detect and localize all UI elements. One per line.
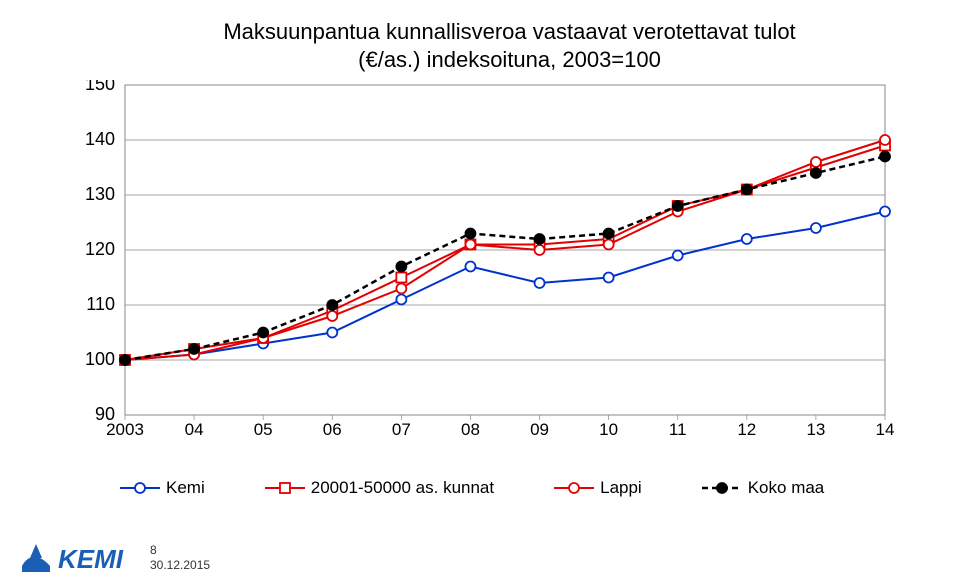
svg-text:07: 07	[392, 420, 411, 439]
svg-text:KEMI: KEMI	[58, 544, 124, 574]
legend-label: Lappi	[600, 478, 642, 498]
svg-text:06: 06	[323, 420, 342, 439]
legend-item: Lappi	[554, 478, 642, 498]
svg-text:05: 05	[254, 420, 273, 439]
svg-text:130: 130	[85, 184, 115, 204]
svg-text:110: 110	[86, 294, 115, 314]
svg-text:100: 100	[85, 349, 115, 369]
slide-footer: KEMI 8 30.12.2015	[18, 524, 210, 574]
chart-title: Maksuunpantua kunnallisveroa vastaavat v…	[120, 18, 899, 73]
svg-text:2003: 2003	[106, 420, 144, 439]
legend-swatch	[554, 481, 594, 495]
legend-swatch	[702, 481, 742, 495]
title-line1: Maksuunpantua kunnallisveroa vastaavat v…	[223, 19, 795, 44]
legend-label: 20001-50000 as. kunnat	[311, 478, 494, 498]
legend-swatch	[120, 481, 160, 495]
svg-text:09: 09	[530, 420, 549, 439]
legend-item: Koko maa	[702, 478, 825, 498]
svg-text:11: 11	[669, 420, 687, 439]
legend-label: Koko maa	[748, 478, 825, 498]
chart-legend: Kemi 20001-50000 as. kunnat Lappi Koko maa	[120, 478, 899, 498]
svg-text:08: 08	[461, 420, 480, 439]
title-line2: (€/as.) indeksoituna, 2003=100	[358, 47, 661, 72]
page-number: 8	[150, 543, 210, 559]
legend-item: Kemi	[120, 478, 205, 498]
legend-item: 20001-50000 as. kunnat	[265, 478, 494, 498]
svg-text:140: 140	[85, 129, 115, 149]
footer-meta: 8 30.12.2015	[150, 543, 210, 574]
svg-text:120: 120	[85, 239, 115, 259]
legend-label: Kemi	[166, 478, 205, 498]
svg-text:14: 14	[876, 420, 895, 439]
svg-text:150: 150	[85, 80, 115, 94]
svg-text:13: 13	[806, 420, 825, 439]
footer-date: 30.12.2015	[150, 558, 210, 574]
kemi-logo: KEMI	[18, 524, 138, 574]
svg-text:10: 10	[599, 420, 618, 439]
line-chart: 9010011012013014015020030405060708091011…	[70, 80, 900, 440]
legend-swatch	[265, 481, 305, 495]
svg-text:04: 04	[185, 420, 204, 439]
svg-text:12: 12	[737, 420, 756, 439]
slide: Maksuunpantua kunnallisveroa vastaavat v…	[0, 0, 959, 584]
